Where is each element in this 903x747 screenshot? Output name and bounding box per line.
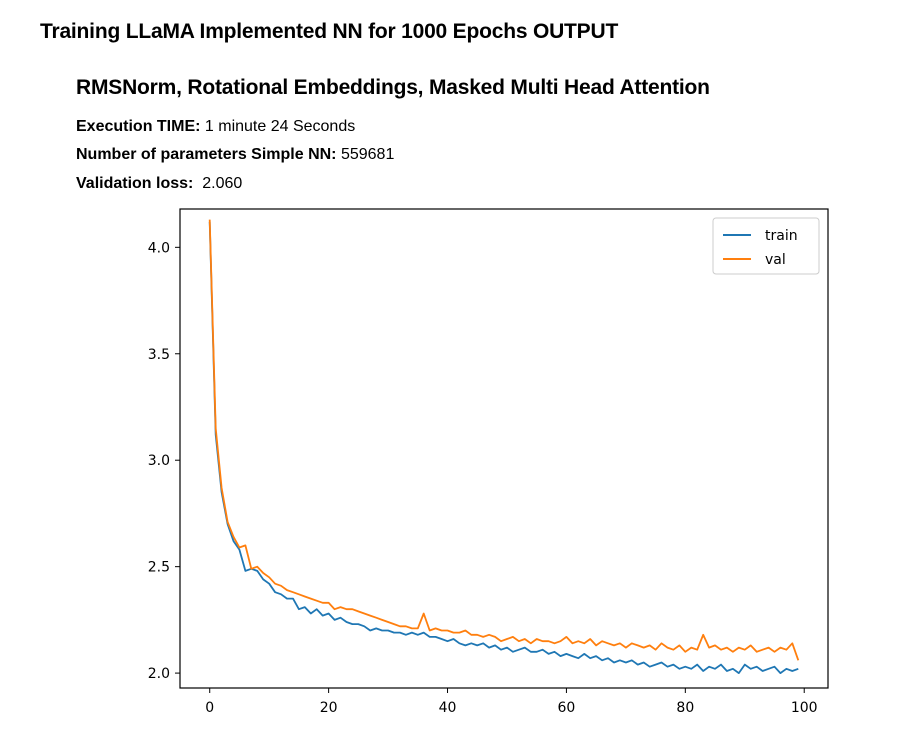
execution-time-row: Execution TIME: 1 minute 24 Seconds bbox=[76, 118, 355, 136]
x-tick-label: 60 bbox=[558, 700, 576, 716]
validation-loss-row: Validation loss: 2.060 bbox=[76, 175, 242, 193]
x-tick-label: 0 bbox=[205, 700, 214, 716]
y-tick-label: 2.0 bbox=[148, 666, 170, 682]
x-tick-label: 80 bbox=[676, 700, 694, 716]
chart-legend: train val bbox=[712, 217, 820, 275]
y-tick-label: 3.0 bbox=[148, 453, 170, 469]
x-tick-label: 20 bbox=[320, 700, 338, 716]
series-line-val bbox=[208, 219, 800, 661]
series-line-train bbox=[208, 221, 799, 674]
y-tick-label: 3.5 bbox=[148, 347, 170, 363]
y-tick-label: 2.5 bbox=[148, 560, 170, 576]
legend-label-val: val bbox=[765, 252, 786, 268]
y-tick-label: 4.0 bbox=[148, 240, 170, 256]
execution-time-value: 1 minute 24 Seconds bbox=[200, 118, 356, 135]
page-subtitle: RMSNorm, Rotational Embeddings, Masked M… bbox=[76, 76, 710, 99]
validation-loss-label: Validation loss: bbox=[76, 175, 194, 192]
legend-label-train: train bbox=[765, 228, 798, 244]
parameters-label: Number of parameters Simple NN: bbox=[76, 146, 337, 163]
execution-time-label: Execution TIME: bbox=[76, 118, 201, 135]
parameters-value: 559681 bbox=[336, 146, 395, 163]
page-title: Training LLaMA Implemented NN for 1000 E… bbox=[40, 20, 619, 43]
plot-area bbox=[179, 208, 829, 689]
parameters-row: Number of parameters Simple NN: 559681 bbox=[76, 146, 394, 164]
x-tick-label: 40 bbox=[439, 700, 457, 716]
x-tick-label: 100 bbox=[791, 700, 818, 716]
validation-loss-value: 2.060 bbox=[193, 175, 243, 192]
